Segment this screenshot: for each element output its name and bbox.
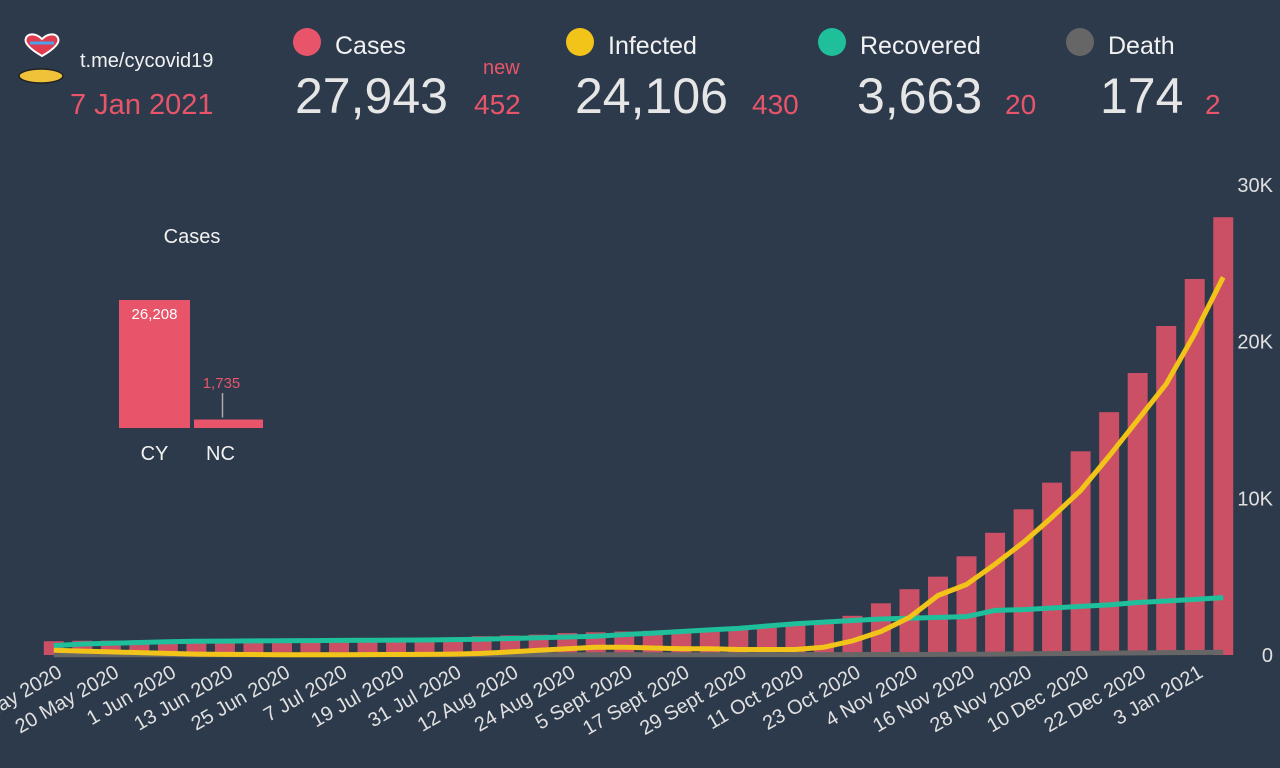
- logo-island: [18, 68, 64, 84]
- y-tick-label: 10K: [1237, 488, 1273, 510]
- bar: [329, 639, 349, 655]
- y-tick-label: 0: [1262, 645, 1273, 667]
- stat-total: 24,106: [575, 68, 728, 124]
- bar: [194, 419, 263, 428]
- value-label: 1,735: [203, 375, 241, 392]
- bar: [119, 300, 190, 428]
- bar: [386, 639, 407, 655]
- inset-title: Cases: [164, 226, 221, 248]
- bar: [1213, 217, 1234, 656]
- legend-dot: [293, 28, 321, 56]
- value-label: 26,208: [132, 306, 178, 323]
- logo: [18, 33, 64, 84]
- category-label: CY: [141, 443, 169, 465]
- line: [53, 595, 1224, 649]
- category-label: NC: [206, 443, 235, 465]
- new-label: new: [483, 57, 520, 79]
- date: 7 Jan 2021: [70, 89, 214, 121]
- bar: [300, 639, 321, 655]
- stat-new: 430: [752, 89, 799, 120]
- bar: [1127, 373, 1148, 655]
- y-tick-label: 20K: [1237, 332, 1273, 354]
- logo-heart: [24, 33, 60, 58]
- legend-label: Death: [1108, 32, 1175, 60]
- line: [53, 276, 1226, 658]
- stat-new: 452: [474, 89, 521, 120]
- stat-total: 27,943: [295, 68, 448, 124]
- link[interactable]: t.me/cycovid19: [80, 50, 213, 72]
- bar: [271, 639, 292, 655]
- legend-label: Recovered: [860, 32, 981, 60]
- legend-label: Infected: [608, 32, 697, 60]
- y-tick-label: 30K: [1237, 175, 1273, 197]
- stat-new: 20: [1005, 89, 1036, 120]
- bar: [1156, 326, 1177, 655]
- bar: [1013, 509, 1034, 655]
- bar: [956, 556, 977, 655]
- bar: [1099, 412, 1120, 655]
- stat-total: 3,663: [857, 68, 982, 124]
- bar: [842, 615, 863, 655]
- stat-total: 174: [1100, 68, 1183, 124]
- legend-dot: [818, 28, 846, 56]
- stat-new: 2: [1205, 89, 1221, 120]
- bar: [414, 638, 435, 655]
- bar: [443, 638, 464, 655]
- legend-dot: [566, 28, 594, 56]
- bar: [357, 639, 378, 655]
- bar: [899, 589, 920, 655]
- bar: [1042, 482, 1063, 655]
- bar: [985, 532, 1006, 655]
- bar: [1184, 279, 1205, 655]
- legend-dot: [1066, 28, 1094, 56]
- legend-label: Cases: [335, 32, 406, 60]
